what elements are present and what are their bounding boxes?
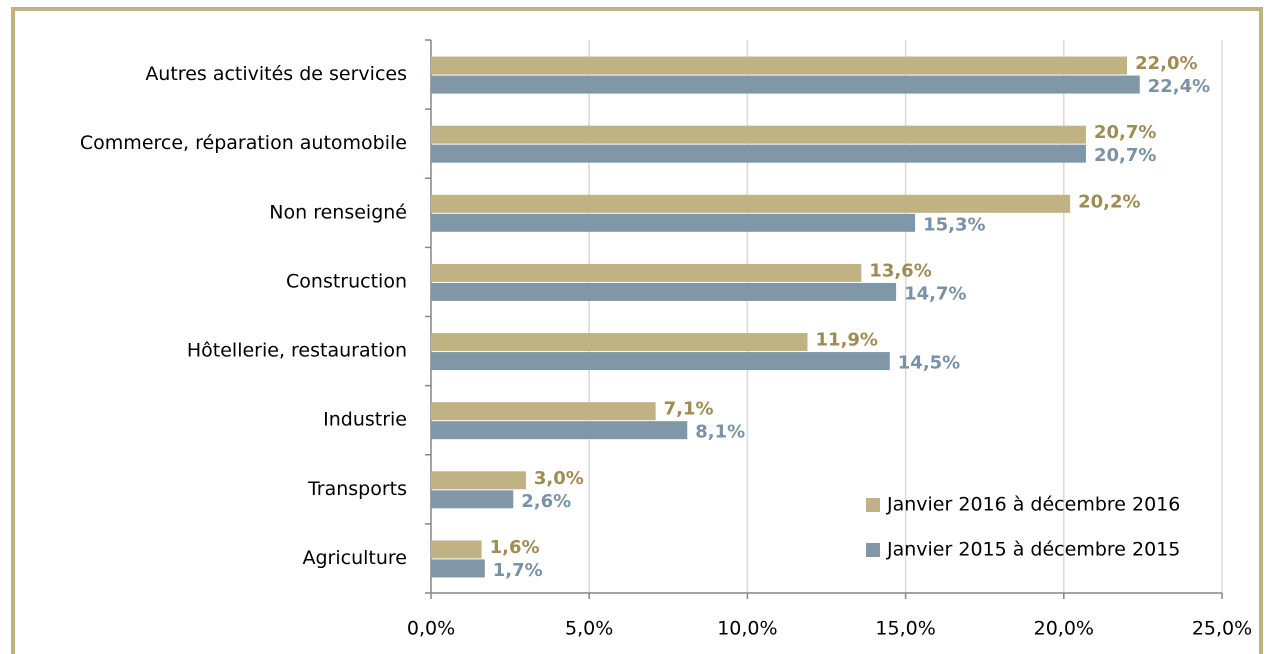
value-label: 8,1% [695,422,745,443]
value-label: 20,7% [1094,145,1156,166]
value-label: 14,7% [904,283,966,304]
y-tick-label: Hôtellerie, restauration [187,340,407,362]
value-label: 2,6% [521,491,571,512]
value-label: 15,3% [923,214,985,235]
legend-label: Janvier 2015 à décembre 2015 [886,539,1180,561]
x-tick-label: 20,0% [1034,618,1094,640]
x-tick-label: 15,0% [875,618,935,640]
y-tick-label: Agriculture [303,547,408,569]
legend-label: Janvier 2016 à décembre 2016 [886,494,1180,516]
bar [431,352,890,371]
y-tick-label: Construction [286,270,407,292]
legend-swatch [866,543,880,557]
legend-swatch [866,498,880,512]
value-label: 14,5% [898,353,960,374]
bar [431,56,1128,75]
frame [11,7,1263,654]
bar [431,263,862,282]
y-tick-label: Commerce, réparation automobile [80,132,407,154]
y-tick-label: Transports [307,478,407,500]
value-label: 1,7% [493,560,543,581]
bar [431,125,1086,144]
value-label: 13,6% [869,260,931,281]
bar [431,559,485,578]
bar [431,194,1071,213]
bar [431,213,916,232]
value-label: 22,4% [1148,76,1210,97]
bar [431,471,526,490]
bar [431,75,1140,94]
bar [431,402,656,421]
value-label: 22,0% [1135,53,1197,74]
bar [431,144,1086,163]
bar [431,421,688,440]
x-tick-label: 0,0% [407,618,455,640]
value-label: 7,1% [664,399,714,420]
value-label: 11,9% [816,330,878,351]
y-tick-label: Autres activités de services [145,63,407,85]
bar [431,282,897,301]
value-label: 20,2% [1078,191,1140,212]
y-tick-label: Industrie [323,409,407,431]
y-tick-label: Non renseigné [269,201,407,223]
bar [431,333,808,352]
x-tick-label: 25,0% [1192,618,1252,640]
bar [431,490,514,509]
value-label: 1,6% [490,537,540,558]
bar [431,540,482,559]
value-label: 3,0% [534,468,584,489]
value-label: 20,7% [1094,122,1156,143]
x-tick-label: 10,0% [717,618,777,640]
x-tick-label: 5,0% [565,618,613,640]
